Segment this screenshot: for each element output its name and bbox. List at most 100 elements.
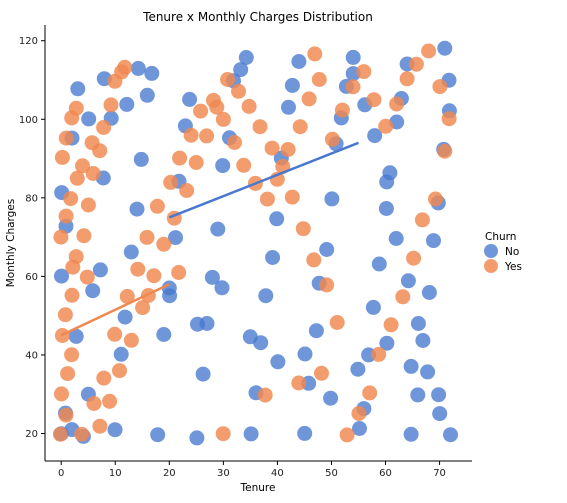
point-yes-62 (428, 191, 443, 207)
point-yes-60 (441, 111, 457, 127)
point-no-69 (403, 426, 419, 442)
point-no-78 (437, 40, 453, 56)
point-yes-39 (227, 135, 242, 150)
point-no-4 (54, 268, 69, 284)
plot-area (52, 40, 458, 446)
point-no-32 (204, 269, 220, 285)
point-no-46 (281, 99, 296, 115)
point-no-23 (156, 327, 172, 342)
x-ticks: 0 10 20 30 40 50 60 70 (58, 461, 446, 479)
point-yes-51 (345, 79, 361, 95)
point-no-84 (388, 231, 404, 246)
point-yes-94 (79, 269, 95, 285)
point-no-96 (214, 280, 230, 296)
point-no-91 (130, 60, 146, 76)
point-no-39 (243, 426, 259, 442)
point-yes-65 (395, 289, 411, 305)
point-yes-58 (421, 43, 437, 59)
y-ticks: 20 40 60 80 100 120 (19, 36, 45, 440)
point-yes-34 (172, 150, 188, 166)
point-yes-98 (84, 135, 100, 151)
trend-line-no (168, 141, 359, 219)
point-yes-72 (319, 277, 335, 293)
point-yes-89 (135, 300, 151, 316)
point-yes-0 (52, 426, 68, 442)
point-yes-54 (378, 118, 394, 134)
axes: 0 10 20 30 40 50 60 70 20 40 60 80 100 120 (19, 25, 472, 479)
point-yes-28 (107, 326, 123, 342)
point-no-11 (92, 262, 108, 278)
trend-lines (60, 141, 359, 337)
y-tick-label-100: 100 (19, 115, 38, 126)
point-yes-91 (112, 363, 127, 379)
point-no-15 (113, 346, 129, 362)
point-yes-12 (54, 149, 70, 165)
point-yes-68 (362, 385, 378, 401)
point-no-94 (161, 280, 177, 296)
point-no-95 (190, 316, 205, 332)
point-yes-15 (68, 100, 84, 116)
point-yes-11 (69, 170, 85, 186)
point-yes-66 (383, 317, 399, 333)
point-no-85 (379, 174, 395, 190)
point-yes-100 (171, 265, 187, 280)
point-yes-30 (130, 261, 146, 277)
point-no-51 (308, 323, 324, 339)
x-tick-label-20: 20 (163, 468, 176, 479)
point-yes-10 (63, 191, 79, 207)
point-yes-70 (339, 427, 355, 443)
point-yes-46 (301, 91, 317, 107)
point-no-49 (297, 425, 313, 441)
point-yes-7 (64, 287, 80, 303)
point-no-38 (238, 50, 254, 65)
point-no-17 (123, 244, 139, 260)
legend-label-yes: Yes (504, 261, 522, 273)
point-no-28 (182, 91, 198, 107)
point-no-16 (117, 309, 133, 325)
point-yes-104 (314, 365, 329, 381)
point-yes-69 (351, 406, 367, 421)
x-tick-label-50: 50 (325, 468, 338, 479)
point-yes-80 (231, 83, 246, 99)
point-yes-36 (193, 103, 209, 119)
x-tick-label-40: 40 (271, 468, 284, 479)
point-no-100 (323, 390, 339, 406)
point-yes-77 (264, 140, 280, 156)
point-no-48 (291, 54, 307, 69)
point-yes-67 (371, 346, 387, 362)
point-yes-25 (74, 426, 90, 442)
point-yes-101 (215, 426, 231, 442)
point-yes-26 (86, 396, 102, 411)
point-yes-32 (149, 198, 165, 214)
point-yes-81 (220, 72, 236, 87)
point-no-89 (70, 81, 86, 97)
point-no-102 (379, 335, 395, 351)
point-no-71 (415, 333, 431, 348)
point-yes-48 (307, 46, 323, 62)
point-yes-61 (437, 143, 453, 159)
point-yes-29 (119, 288, 135, 304)
point-yes-84 (188, 155, 204, 170)
point-yes-71 (329, 315, 345, 330)
point-no-72 (421, 285, 437, 300)
point-no-81 (420, 364, 436, 380)
point-no-44 (269, 211, 285, 227)
point-yes-16 (76, 228, 92, 244)
point-yes-63 (414, 212, 430, 228)
point-yes-24 (117, 59, 133, 75)
point-yes-49 (324, 131, 340, 147)
x-axis-label: Tenure (240, 482, 276, 494)
point-no-99 (297, 346, 313, 362)
x-tick-label-70: 70 (433, 468, 446, 479)
point-yes-13 (58, 130, 74, 146)
x-tick-label-30: 30 (217, 468, 230, 479)
point-yes-27 (96, 370, 112, 386)
point-yes-79 (241, 98, 257, 114)
point-no-103 (403, 358, 419, 374)
point-no-3 (68, 328, 84, 344)
x-tick-label-0: 0 (58, 468, 64, 479)
point-no-63 (371, 256, 387, 272)
point-no-14 (107, 422, 123, 438)
point-no-47 (284, 77, 300, 93)
x-tick-label-60: 60 (379, 468, 392, 479)
